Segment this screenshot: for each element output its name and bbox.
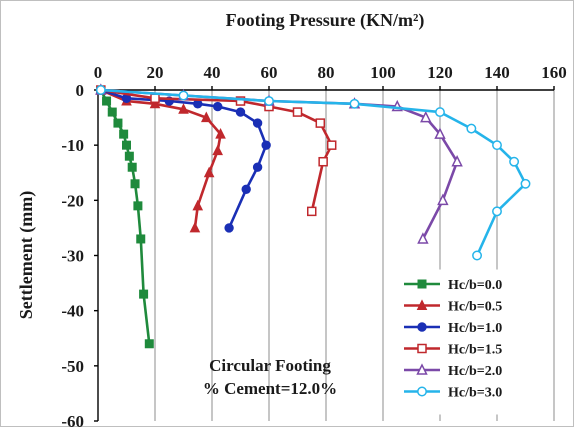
legend-entry-3: Hc/b=1.5	[404, 343, 502, 358]
data-point	[122, 140, 131, 150]
legend-label: Hc/b=2.0	[448, 364, 502, 379]
annotation-line-1: Circular Footing	[209, 356, 331, 375]
data-point	[466, 123, 477, 134]
x-axis-title: Footing Pressure (KN/m²)	[226, 10, 425, 31]
data-point	[102, 96, 112, 106]
series-5	[95, 85, 531, 261]
data-point	[107, 107, 117, 117]
x-tick-label: 60	[261, 63, 278, 82]
y-tick-label: -40	[61, 302, 84, 321]
series-group	[95, 83, 531, 349]
data-point	[437, 193, 449, 206]
data-point	[261, 140, 271, 150]
data-point	[434, 127, 446, 139]
data-point	[95, 85, 106, 95]
y-tick-label: -20	[61, 191, 84, 210]
legend-marker	[416, 363, 428, 375]
data-point	[235, 96, 246, 106]
legend-box	[385, 269, 539, 415]
tick-labels: 0 20 40 60 80 100 120 140 160 0 -10 -20 -30 -40 -50 -60	[61, 63, 566, 427]
data-point	[235, 107, 246, 117]
legend-entry-0: Hc/b=0.0	[404, 278, 502, 293]
data-point	[178, 90, 189, 101]
data-point	[133, 201, 143, 211]
data-point	[307, 206, 317, 217]
data-point	[136, 234, 146, 244]
legend-label: Hc/b=1.5	[448, 343, 502, 358]
x-tick-label: 140	[484, 63, 510, 82]
y-tick-label: -10	[61, 136, 84, 155]
data-point	[435, 107, 445, 118]
x-tick-label: 120	[427, 63, 453, 82]
series-line	[100, 88, 222, 229]
legend-entry-4: Hc/b=2.0	[404, 363, 502, 379]
data-point	[149, 97, 161, 109]
data-point	[189, 221, 201, 233]
data-point	[292, 107, 303, 117]
y-tick-label: -60	[61, 412, 84, 427]
data-point	[139, 289, 149, 299]
data-point	[264, 96, 274, 106]
data-point	[318, 156, 328, 167]
data-point	[124, 151, 134, 161]
data-point	[203, 166, 215, 178]
data-point	[215, 128, 226, 139]
data-point	[417, 232, 429, 244]
legend-marker	[417, 279, 427, 289]
legend-label: Hc/b=3.0	[448, 386, 502, 401]
data-point	[472, 250, 482, 261]
data-point	[326, 140, 337, 150]
legend-marker	[417, 343, 427, 354]
data-point	[192, 199, 204, 211]
legend-label: Hc/b=0.0	[448, 278, 502, 293]
y-axis-title: Settlement (mm)	[16, 191, 37, 319]
y-tick-label: -50	[61, 357, 84, 376]
data-point	[144, 339, 154, 349]
data-point	[252, 118, 263, 128]
x-tick-label: 80	[318, 63, 335, 82]
series-1	[95, 83, 226, 233]
y-tick-label: -30	[61, 247, 84, 266]
data-point	[200, 111, 212, 123]
legend-marker	[416, 299, 428, 310]
annotation-line-2: % Cement=12.0%	[203, 379, 337, 398]
data-point	[150, 93, 160, 104]
data-point	[420, 110, 432, 123]
legend-entry-1: Hc/b=0.5	[404, 299, 502, 315]
axes	[94, 86, 555, 422]
legend: Hc/b=0.0 Hc/b=0.5 Hc/b=1.0 Hc/b=1.5 Hc/b=2.0…	[385, 269, 539, 415]
data-point	[213, 101, 223, 112]
data-point	[349, 98, 360, 109]
legend-marker	[417, 322, 427, 332]
x-tick-label: 20	[147, 63, 164, 82]
data-point	[127, 162, 137, 172]
legend-entry-5: Hc/b=3.0	[404, 386, 502, 401]
legend-label: Hc/b=0.5	[448, 300, 502, 315]
data-point	[113, 118, 123, 128]
data-point	[492, 140, 502, 151]
data-point	[241, 184, 251, 195]
y-tick-label: 0	[76, 81, 85, 100]
legend-entry-2: Hc/b=1.0	[404, 321, 502, 336]
data-point	[509, 156, 520, 167]
data-point	[224, 223, 234, 233]
legend-label: Hc/b=1.0	[448, 321, 502, 336]
data-point	[492, 206, 502, 217]
x-tick-label: 0	[94, 63, 103, 82]
x-tick-label: 40	[204, 63, 221, 82]
data-point	[451, 155, 463, 167]
data-point	[119, 129, 129, 139]
x-tick-label: 100	[370, 63, 396, 82]
data-point	[212, 144, 224, 156]
x-tick-label: 160	[541, 63, 567, 82]
data-point	[520, 178, 531, 189]
data-point	[252, 162, 263, 172]
data-point	[130, 179, 140, 189]
legend-marker	[417, 386, 427, 397]
data-point	[178, 103, 189, 114]
data-point	[315, 118, 326, 128]
